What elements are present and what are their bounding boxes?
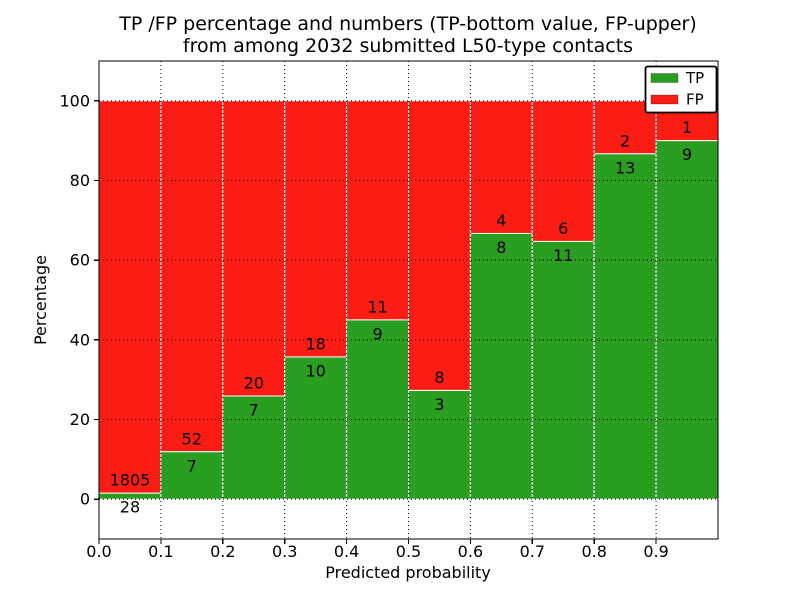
bar-fp-segment-1 [160,100,224,453]
tp-count-label-9: 9 [682,145,692,164]
tp-count-label-5: 3 [434,395,444,414]
fp-count-label-4: 11 [367,297,387,316]
bar-fp-segment-0 [98,100,162,494]
y-tick-label: 60 [70,251,90,270]
x-tick-label: 0.9 [643,542,668,561]
fp-count-label-6: 4 [496,211,506,230]
plot-area: 0 20 40 60 80 100 0.0 0.1 0.2 0.3 0.4 0.5 0.6 0.7 0.8 0… [59,60,719,561]
tp-count-label-7: 11 [553,246,573,265]
fp-count-label-3: 18 [305,334,325,353]
chart-title-line2: from among 2032 submitted L50-type conta… [183,35,633,57]
legend-swatch-tp [650,73,679,83]
tp-count-label-1: 7 [187,456,197,475]
fp-count-label-9: 1 [682,118,692,137]
tp-count-label-4: 9 [372,324,382,343]
fp-count-label-1: 52 [182,429,202,448]
x-tick-label: 0.0 [86,542,111,561]
x-tick-label: 0.3 [272,542,297,561]
fp-count-label-2: 20 [244,373,264,392]
bar-tp-segment-1 [160,451,224,500]
bar-tp-segment-4 [346,319,410,500]
y-tick-label: 100 [59,91,90,110]
y-tick-label: 20 [70,410,90,429]
fp-count-label-5: 8 [434,368,444,387]
legend: TP FP [644,65,718,114]
y-tick-label: 40 [70,330,90,349]
y-tick-label: 0 [80,490,90,509]
bar-tp-segment-7 [531,240,595,500]
x-tick-label: 0.8 [581,542,606,561]
bar-tp-segment-9 [655,140,719,500]
x-tick-label: 0.7 [520,542,545,561]
bar-fp-segment-4 [346,100,410,321]
bar-fp-segment-5 [408,100,471,391]
chart-title-line1: TP /FP percentage and numbers (TP-bottom… [118,13,697,35]
bar-tp-segment-6 [469,232,533,500]
x-tick-label: 0.6 [458,542,483,561]
fp-count-label-8: 2 [620,131,630,150]
x-tick-label: 0.4 [334,542,359,561]
tp-count-label-2: 7 [249,400,259,419]
fp-count-label-0: 1805 [110,471,151,490]
y-tick-label: 80 [70,171,90,190]
x-tick-label: 0.2 [210,542,235,561]
x-tick-label: 0.5 [396,542,421,561]
tp-count-label-0: 28 [120,498,140,517]
fp-count-label-7: 6 [558,219,568,238]
tp-count-label-8: 13 [615,158,635,177]
legend-label-fp: FP [686,91,704,109]
bar-fp-segment-2 [222,100,286,397]
tp-count-label-6: 8 [496,238,506,257]
tp-count-label-3: 10 [305,361,325,380]
x-tick-label: 0.1 [148,542,173,561]
x-axis-label: Predicted probability [325,563,491,582]
bar-fp-segment-3 [284,100,348,358]
y-axis-label: Percentage [31,255,50,345]
legend-label-tp: TP [685,69,704,87]
bar-tp-segment-8 [593,153,657,500]
legend-swatch-fp [650,94,679,105]
